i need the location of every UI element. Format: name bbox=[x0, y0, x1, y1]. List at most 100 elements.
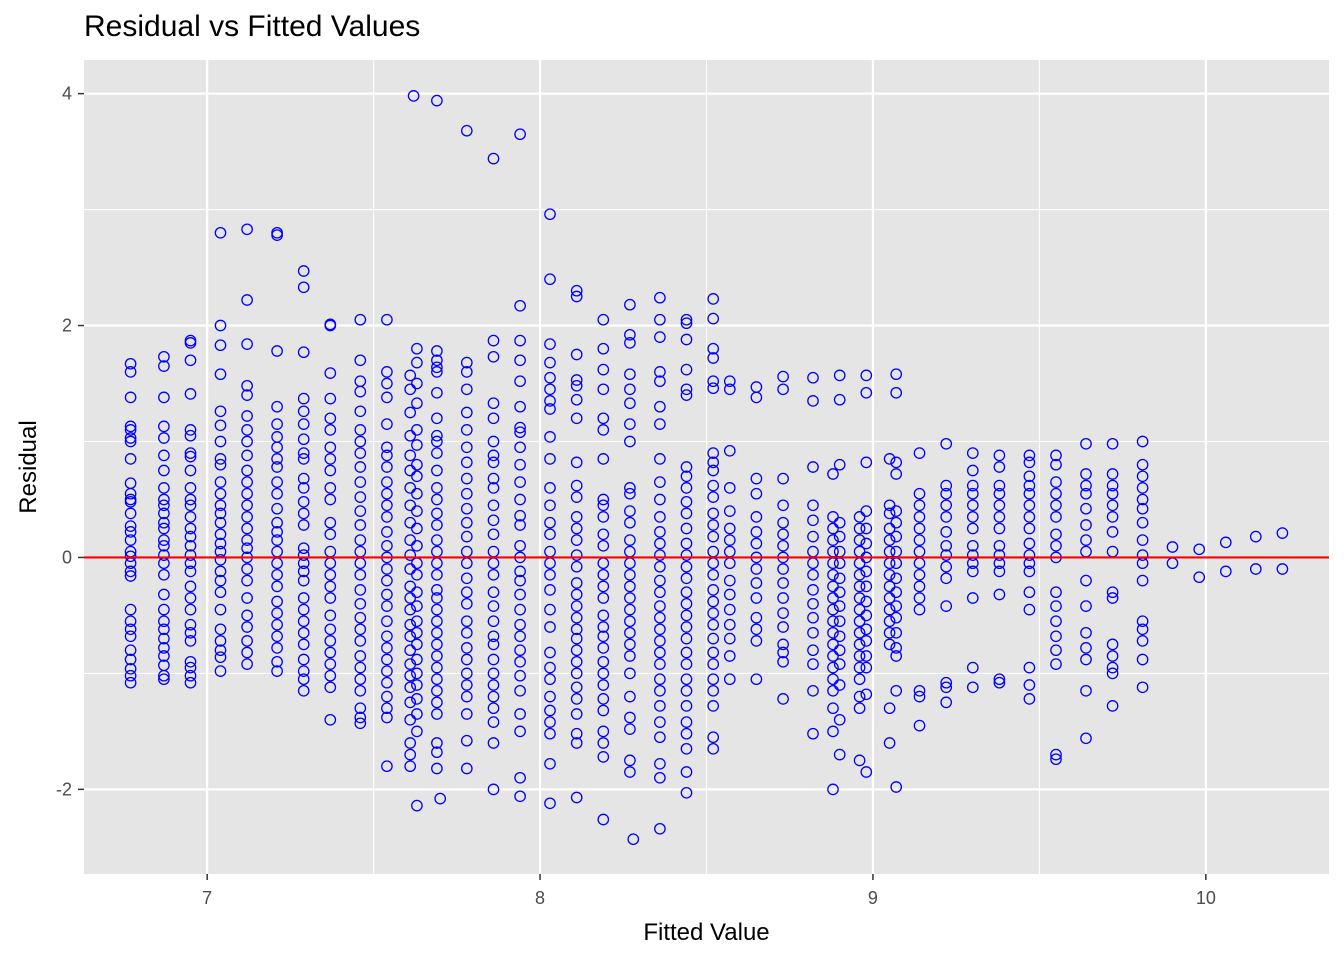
data-point bbox=[324, 592, 337, 604]
data-point bbox=[460, 356, 473, 369]
data-point bbox=[404, 681, 417, 694]
data-point bbox=[750, 577, 763, 589]
data-point bbox=[124, 653, 137, 666]
data-point bbox=[324, 646, 337, 659]
data-point bbox=[184, 565, 197, 578]
data-point bbox=[241, 435, 253, 448]
data-point bbox=[404, 499, 417, 512]
data-point bbox=[883, 737, 896, 749]
data-point bbox=[487, 482, 500, 494]
data-point bbox=[460, 424, 473, 436]
data-point bbox=[1050, 630, 1062, 643]
data-point bbox=[214, 368, 227, 381]
data-point bbox=[1276, 527, 1289, 539]
data-point bbox=[570, 374, 583, 386]
data-point bbox=[680, 658, 693, 670]
data-point bbox=[1080, 534, 1092, 546]
data-point bbox=[411, 586, 423, 599]
data-point bbox=[913, 511, 926, 523]
data-point bbox=[597, 528, 610, 541]
data-point bbox=[750, 526, 763, 538]
data-point bbox=[241, 464, 253, 477]
data-point bbox=[381, 588, 393, 601]
data-point bbox=[1080, 684, 1092, 697]
data-point bbox=[807, 371, 819, 384]
data-point bbox=[680, 363, 693, 376]
data-point bbox=[680, 632, 693, 645]
data-point bbox=[184, 626, 197, 639]
data-point bbox=[890, 530, 903, 543]
data-point bbox=[654, 537, 666, 550]
data-point bbox=[544, 371, 556, 384]
data-point bbox=[654, 658, 666, 670]
data-point bbox=[460, 690, 473, 703]
data-point bbox=[570, 456, 583, 469]
data-point bbox=[883, 534, 896, 546]
data-point bbox=[214, 226, 227, 239]
data-point bbox=[124, 526, 137, 538]
data-point bbox=[514, 334, 526, 347]
data-point bbox=[1136, 470, 1149, 483]
data-point bbox=[214, 435, 227, 448]
data-point bbox=[860, 688, 873, 701]
data-point bbox=[966, 479, 979, 492]
data-point bbox=[241, 424, 253, 436]
data-point bbox=[487, 615, 500, 628]
data-point bbox=[597, 655, 610, 668]
data-point bbox=[570, 588, 583, 601]
data-point bbox=[297, 603, 310, 616]
data-point bbox=[680, 684, 693, 697]
data-point bbox=[241, 563, 253, 575]
data-point bbox=[1136, 615, 1149, 628]
data-point bbox=[890, 505, 903, 517]
data-point bbox=[1106, 592, 1119, 604]
data-point bbox=[431, 661, 443, 674]
data-point bbox=[1023, 661, 1036, 674]
data-point bbox=[654, 375, 666, 388]
data-point bbox=[833, 644, 846, 657]
data-point bbox=[680, 716, 693, 728]
data-point bbox=[297, 433, 310, 446]
data-point bbox=[158, 391, 170, 404]
data-point bbox=[544, 356, 556, 369]
data-point bbox=[297, 653, 310, 666]
y-tick-label: 0 bbox=[62, 547, 72, 567]
data-point bbox=[124, 420, 137, 433]
data-point bbox=[1023, 456, 1036, 469]
data-point bbox=[271, 400, 283, 413]
data-point bbox=[431, 482, 443, 494]
data-point bbox=[124, 432, 137, 444]
data-point bbox=[654, 526, 666, 538]
data-point bbox=[297, 592, 310, 604]
data-point bbox=[411, 439, 423, 451]
data-point bbox=[354, 476, 367, 488]
data-point bbox=[271, 487, 283, 500]
data-point bbox=[890, 468, 903, 480]
data-point bbox=[487, 568, 500, 581]
data-point bbox=[750, 623, 763, 636]
data-point bbox=[860, 595, 873, 608]
data-point bbox=[624, 690, 636, 703]
data-point bbox=[271, 665, 283, 677]
data-point bbox=[184, 618, 197, 631]
data-point bbox=[890, 572, 903, 585]
data-point bbox=[460, 734, 473, 747]
data-point bbox=[777, 638, 789, 651]
data-point bbox=[1080, 574, 1092, 587]
data-point bbox=[297, 453, 310, 465]
data-point bbox=[271, 618, 283, 631]
data-point bbox=[544, 499, 556, 512]
data-point bbox=[750, 537, 763, 550]
data-point bbox=[271, 580, 283, 593]
data-point bbox=[1023, 549, 1036, 561]
data-point bbox=[707, 312, 720, 325]
data-point bbox=[680, 609, 693, 622]
data-point bbox=[404, 534, 417, 546]
data-point bbox=[124, 453, 137, 465]
data-point bbox=[654, 731, 666, 744]
data-point bbox=[354, 702, 367, 715]
data-point bbox=[913, 522, 926, 535]
data-point bbox=[544, 690, 556, 703]
data-point bbox=[460, 762, 473, 775]
